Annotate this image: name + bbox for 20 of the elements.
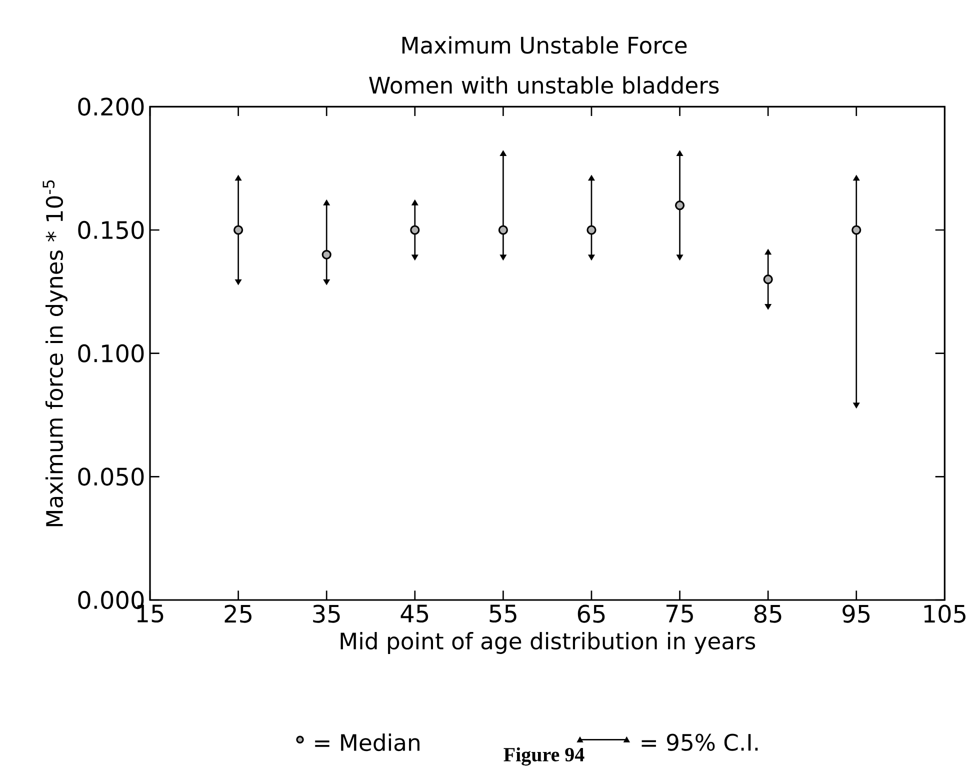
x-tick-label: 55 bbox=[490, 604, 516, 623]
x-tick-label: 35 bbox=[313, 604, 340, 623]
text: = 95% C.I. bbox=[642, 734, 758, 751]
x-tick-label: 75 bbox=[666, 604, 693, 623]
x-tick-label: 85 bbox=[754, 604, 782, 623]
chart-subtitle: Women with unstable bladders bbox=[369, 76, 719, 94]
x-axis-title: Mid point of age distribution in years bbox=[340, 632, 756, 654]
y-axis-title: Maximum force in dynes * 10$^{-5}$ bbox=[42, 180, 68, 526]
x-tick-label: 105 bbox=[924, 604, 966, 623]
y-tick-label: 0.100 bbox=[78, 344, 144, 362]
x-tick-label: 45 bbox=[400, 604, 428, 623]
x-tick-label: 95 bbox=[842, 604, 870, 623]
caption: Figure 94 bbox=[504, 747, 584, 766]
legend-label: = Median bbox=[315, 734, 420, 752]
x-tick-label: 65 bbox=[578, 604, 605, 623]
y-tick-label: 0.150 bbox=[78, 220, 144, 240]
y-tick-label: 0.200 bbox=[78, 98, 144, 116]
y-tick-label: 0.050 bbox=[78, 468, 144, 486]
x-tick-label: 25 bbox=[224, 604, 252, 623]
chart-title: Maximum Unstable Force bbox=[402, 36, 687, 54]
